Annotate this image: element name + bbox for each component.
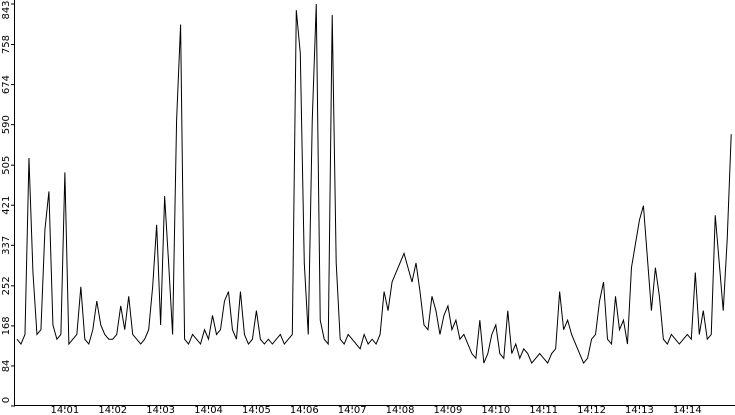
y-tick-label: 168 [1,316,12,335]
x-tick-label: 14:02 [98,405,127,415]
x-tick-label: 14:07 [338,405,367,415]
y-tick-label: 0 [1,397,12,403]
x-tick-label: 14:03 [146,405,175,415]
y-tick-label: 590 [1,115,12,134]
data-line [16,3,732,365]
x-tick-label: 14:09 [434,405,463,415]
y-tick-label: 252 [1,276,12,295]
x-tick-label: 14:13 [625,405,654,415]
x-tick-label: 14:12 [577,405,606,415]
y-tick-label: 421 [1,196,12,215]
x-tick-label: 14:06 [290,405,319,415]
x-tick-label: 14:10 [481,405,510,415]
y-tick-label: 505 [1,156,12,175]
y-tick-label: 758 [1,35,12,54]
x-tick-label: 14:08 [386,405,415,415]
x-tick-label: 14:05 [242,405,271,415]
y-tick-label: 84 [1,360,12,373]
y-tick-label: 337 [1,236,12,255]
y-tick-label: 674 [1,75,12,94]
x-tick-label: 14:11 [529,405,558,415]
x-tick-label: 14:04 [194,405,223,415]
y-tick-label: 843 [1,0,12,19]
x-tick-label: 14:14 [673,405,702,415]
x-tick-label: 14:01 [50,405,79,415]
